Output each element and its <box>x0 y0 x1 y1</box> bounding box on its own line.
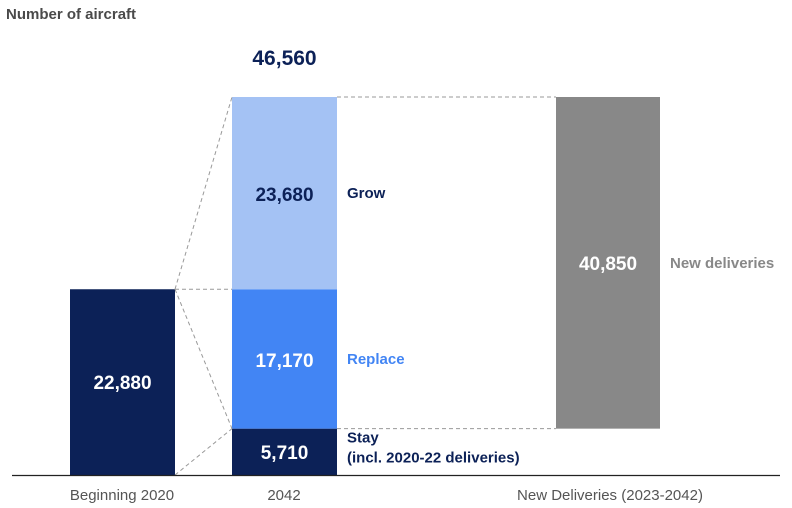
bar-2042-segment-replace <box>232 289 337 429</box>
segment-value-label: 17,170 <box>255 351 313 372</box>
segment-name-label: New deliveries <box>670 255 774 272</box>
y-axis-label: Number of aircraft <box>6 6 137 23</box>
connector-line <box>174 96 233 290</box>
segment-value-label: 5,710 <box>261 443 309 464</box>
segment-name-label: Grow <box>347 185 386 202</box>
x-tick-label: New Deliveries (2023-2042) <box>517 487 703 504</box>
bar-value-label: 40,850 <box>579 254 637 275</box>
x-tick-label: 2042 <box>267 487 300 504</box>
segment-name-label: Stay <box>347 430 379 447</box>
total-value-label: 46,560 <box>252 47 316 70</box>
connector-line <box>174 289 233 429</box>
bar-2042-segment-grow <box>232 97 337 290</box>
bar-2042-segment-stay <box>232 428 337 475</box>
bar-value-label: 22,880 <box>93 373 151 394</box>
bar-new-deliveries <box>556 97 660 429</box>
bar-beginning-2020 <box>70 289 175 475</box>
x-tick-label: Beginning 2020 <box>70 487 174 504</box>
connector-line <box>174 428 233 476</box>
segment-name-label: (incl. 2020-22 deliveries) <box>347 450 520 467</box>
segment-name-label: Replace <box>347 351 405 368</box>
segment-value-label: 23,680 <box>255 185 313 206</box>
